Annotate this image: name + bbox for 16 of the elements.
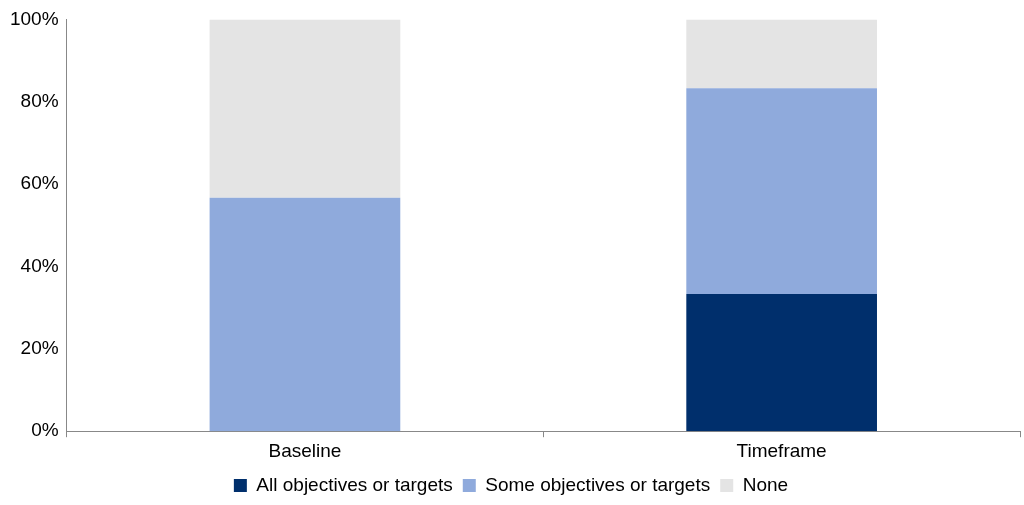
y-tick-label: 40% bbox=[20, 254, 59, 276]
legend-label: None bbox=[742, 473, 789, 495]
y-tick-label: 0% bbox=[31, 419, 59, 441]
legend-label: Some objectives or targets bbox=[485, 473, 711, 495]
y-tick-label: 100% bbox=[9, 7, 59, 29]
bar bbox=[209, 197, 401, 432]
bar bbox=[686, 19, 877, 89]
x-tick-label: Baseline bbox=[268, 439, 342, 461]
legend-label: All objectives or targets bbox=[256, 473, 453, 495]
bar bbox=[209, 19, 401, 198]
y-tick-label: 80% bbox=[20, 89, 59, 111]
y-tick-label: 20% bbox=[20, 337, 59, 359]
bar bbox=[686, 294, 877, 432]
y-tick-label: 60% bbox=[20, 172, 59, 194]
bar bbox=[686, 88, 877, 295]
x-tick-label: Timeframe bbox=[736, 439, 827, 461]
